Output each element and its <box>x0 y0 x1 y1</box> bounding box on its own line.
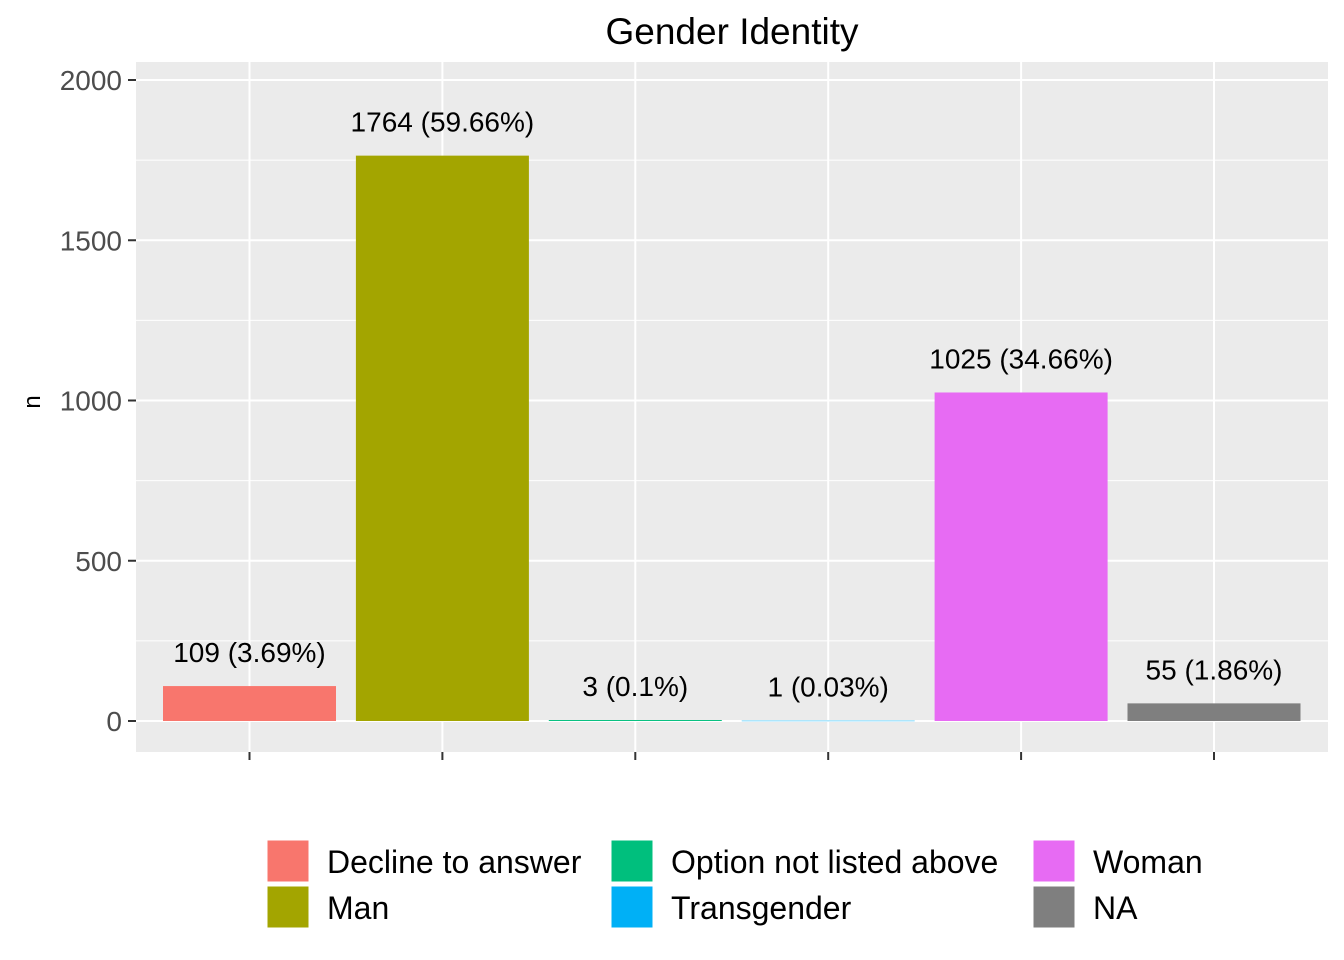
chart-title: Gender Identity <box>606 11 859 52</box>
legend-label: Decline to answer <box>327 844 582 880</box>
data-label: 55 (1.86%) <box>1146 654 1283 685</box>
y-tick-label: 2000 <box>60 65 122 96</box>
bar-1 <box>355 155 529 721</box>
y-tick-label: 500 <box>75 546 122 577</box>
data-label: 1025 (34.66%) <box>929 343 1113 374</box>
legend-key <box>1032 839 1076 883</box>
y-axis: 0 500 1000 1500 2000 <box>60 65 136 737</box>
data-labels: 109 (3.69%) 1764 (59.66%) 3 (0.1%) 1 (0.03%… <box>173 107 1282 703</box>
legend-key <box>266 885 310 929</box>
legend-label: Transgender <box>671 890 852 926</box>
y-tick-label: 1000 <box>60 386 122 417</box>
data-label: 109 (3.69%) <box>173 637 326 668</box>
plot-panel <box>136 62 1328 752</box>
x-axis <box>248 752 1215 760</box>
legend-key <box>1032 885 1076 929</box>
bar-0 <box>163 686 336 721</box>
y-tick-label: 1500 <box>60 225 122 256</box>
y-axis-label: n <box>19 395 46 408</box>
bar-4 <box>934 392 1108 721</box>
bars <box>163 155 1301 722</box>
y-tick-label: 0 <box>106 706 122 737</box>
legend-label: Man <box>327 890 389 926</box>
legend: Decline to answer Man Option not listed ab… <box>266 839 1203 929</box>
legend-label: Woman <box>1093 844 1203 880</box>
data-label: 1 (0.03%) <box>767 672 888 703</box>
bar-3 <box>741 720 915 722</box>
bar-5 <box>1127 703 1301 721</box>
data-label: 1764 (59.66%) <box>351 107 535 138</box>
legend-key <box>266 839 310 883</box>
minor-gridlines <box>136 159 1328 642</box>
data-label: 3 (0.1%) <box>582 671 688 702</box>
legend-label: Option not listed above <box>671 844 998 880</box>
legend-label: NA <box>1093 890 1138 926</box>
bar-2 <box>548 720 722 721</box>
legend-key <box>610 885 654 929</box>
legend-key <box>610 839 654 883</box>
